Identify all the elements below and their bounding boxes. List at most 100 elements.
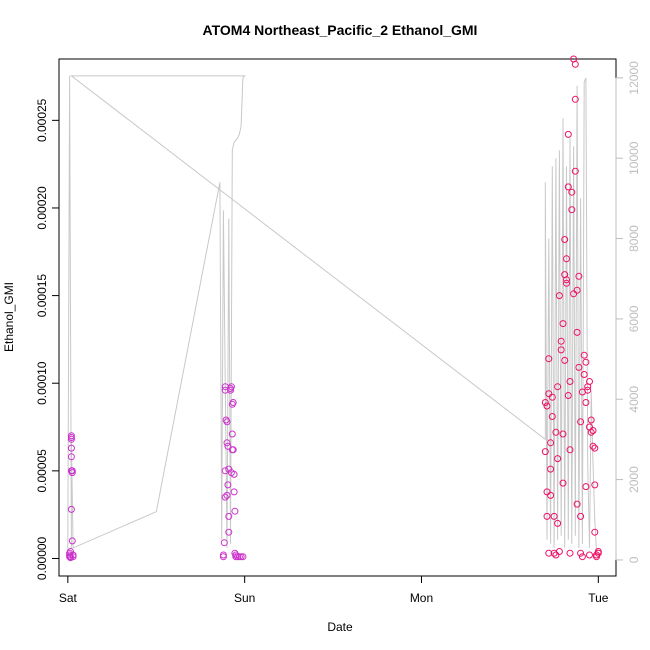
y-tick-label: 0.00015 <box>35 274 49 318</box>
plot-frame <box>58 58 617 577</box>
right-y-tick-label: 4000 <box>627 386 641 413</box>
data-point <box>547 439 555 447</box>
data-point <box>561 236 569 243</box>
data-point <box>573 286 581 294</box>
data-point <box>69 551 77 559</box>
data-point <box>582 399 590 406</box>
data-point <box>578 553 586 561</box>
y-tick-label: 0.00010 <box>35 361 49 405</box>
right-y-tick-label: 8000 <box>627 225 641 252</box>
data-point <box>545 390 553 398</box>
data-point <box>559 430 567 438</box>
data-point <box>575 272 583 280</box>
data-point <box>563 255 570 263</box>
data-point <box>229 399 237 406</box>
data-point <box>223 439 231 447</box>
data-point <box>227 383 235 391</box>
data-point <box>582 358 590 366</box>
data-point <box>577 549 585 557</box>
data-point <box>563 279 570 287</box>
data-point <box>224 442 232 450</box>
data-point <box>554 455 562 463</box>
data-point <box>582 483 590 491</box>
data-point <box>568 206 576 214</box>
data-point <box>577 418 585 426</box>
data-point <box>555 292 563 300</box>
y-tick-label: 0.00000 <box>35 536 49 580</box>
data-point <box>589 442 597 450</box>
data-point <box>584 386 592 394</box>
data-point <box>561 356 569 364</box>
data-point <box>68 467 76 475</box>
data-point <box>564 130 572 138</box>
data-point <box>591 528 599 536</box>
data-point <box>548 413 556 420</box>
data-point <box>591 481 599 489</box>
data-point <box>557 337 565 345</box>
data-point <box>554 519 562 527</box>
data-point <box>225 528 233 536</box>
altitude-line <box>67 75 599 553</box>
data-point <box>555 548 563 555</box>
altitude-line-layer <box>67 75 599 553</box>
data-point <box>223 418 231 426</box>
data-point <box>239 553 247 561</box>
data-point <box>573 500 581 508</box>
data-point <box>228 430 236 438</box>
data-point <box>566 549 574 557</box>
x-axis-label: Date <box>327 620 353 634</box>
data-point <box>580 371 588 378</box>
data-point <box>547 491 555 499</box>
data-point <box>559 320 567 328</box>
x-axis: Sat Sun Mon Tue <box>59 575 609 605</box>
data-point <box>571 60 579 68</box>
data-point <box>223 491 231 499</box>
x-tick-label: Sat <box>59 591 78 605</box>
data-point <box>67 444 75 452</box>
data-point <box>220 539 228 547</box>
data-point <box>67 505 75 513</box>
y-tick-label: 0.00025 <box>35 98 49 142</box>
data-point <box>589 427 597 434</box>
data-point <box>225 512 233 520</box>
data-point <box>545 549 553 557</box>
data-point <box>541 448 549 456</box>
data-point <box>541 399 549 406</box>
x-tick-label: Sun <box>234 591 255 605</box>
data-point <box>224 481 232 489</box>
data-point <box>573 328 581 336</box>
data-point <box>575 363 583 371</box>
data-points-layer <box>66 55 602 562</box>
data-point <box>230 470 238 478</box>
chart-title: ATOM4 Northeast_Pacific_2 Ethanol_GMI <box>203 22 478 38</box>
right-y-axis: 0 2000 4000 6000 8000 10000 12000 <box>615 61 641 563</box>
data-point <box>552 551 560 559</box>
y-tick-label: 0.00020 <box>35 186 49 230</box>
data-point <box>67 453 75 461</box>
data-point <box>587 428 595 436</box>
data-point <box>580 351 588 359</box>
right-y-tick-label: 12000 <box>627 61 641 95</box>
data-point <box>594 549 602 557</box>
data-point <box>587 416 595 424</box>
data-point <box>543 488 551 496</box>
data-point <box>586 551 593 559</box>
x-tick-label: Tue <box>588 591 609 605</box>
data-point <box>68 537 76 545</box>
data-point <box>566 378 574 385</box>
data-point <box>566 446 574 454</box>
data-point <box>564 183 572 191</box>
data-point <box>230 488 238 496</box>
y-axis: 0.00000 0.00005 0.00010 0.00015 0.00020 0.000… <box>35 98 60 580</box>
y-axis-label: Ethanol_GMI <box>2 282 16 352</box>
data-point <box>543 402 551 410</box>
data-point <box>559 479 567 487</box>
right-y-tick-label: 0 <box>627 556 641 563</box>
data-point <box>557 346 565 354</box>
data-point <box>577 512 585 520</box>
data-point <box>563 276 570 284</box>
right-y-tick-label: 10000 <box>627 141 641 175</box>
right-y-tick-label: 6000 <box>627 305 641 332</box>
data-point <box>568 188 576 196</box>
